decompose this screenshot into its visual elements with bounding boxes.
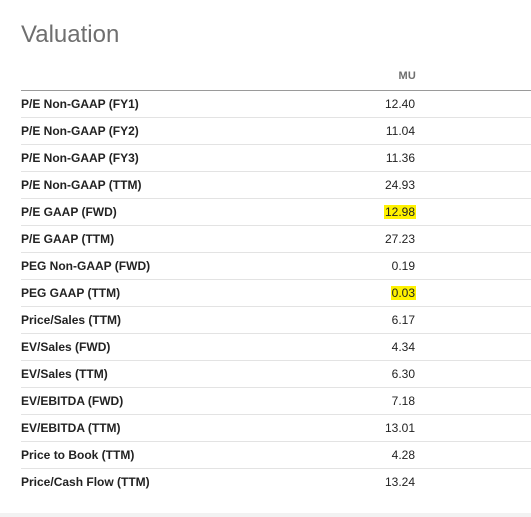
metric-label: P/E Non-GAAP (FY1) — [21, 97, 139, 111]
table-row: P/E Non-GAAP (TTM) 24.93 — [21, 172, 531, 199]
metric-value: 13.24 — [384, 475, 415, 489]
metric-value: 12.40 — [384, 97, 415, 111]
metric-value: 4.34 — [391, 340, 415, 354]
metric-label: P/E GAAP (FWD) — [21, 205, 117, 219]
table-row: Price/Cash Flow (TTM) 13.24 — [21, 469, 531, 495]
metric-value: 4.28 — [391, 448, 415, 462]
metric-label: Price to Book (TTM) — [21, 448, 135, 462]
table-row: P/E GAAP (TTM) 27.23 — [21, 226, 531, 253]
table-row: Price to Book (TTM) 4.28 — [21, 442, 531, 469]
metric-label: P/E Non-GAAP (FY2) — [21, 124, 139, 138]
metric-label: P/E Non-GAAP (FY3) — [21, 151, 139, 165]
table-row: P/E Non-GAAP (FY1) 12.40 — [21, 91, 531, 118]
valuation-table: MU P/E Non-GAAP (FY1) 12.40 P/E Non-GAAP… — [21, 66, 531, 495]
table-row: P/E GAAP (FWD) 12.98 — [21, 199, 531, 226]
table-row: PEG GAAP (TTM) 0.03 — [21, 280, 531, 307]
table-row: P/E Non-GAAP (FY2) 11.04 — [21, 118, 531, 145]
metric-value: 7.18 — [391, 394, 415, 408]
metric-label: EV/Sales (FWD) — [21, 340, 111, 354]
metric-label: EV/EBITDA (FWD) — [21, 394, 124, 408]
metric-label: P/E GAAP (TTM) — [21, 232, 115, 246]
metric-label: Price/Sales (TTM) — [21, 313, 122, 327]
table-row: Price/Sales (TTM) 6.17 — [21, 307, 531, 334]
metric-label: P/E Non-GAAP (TTM) — [21, 178, 142, 192]
table-row: P/E Non-GAAP (FY3) 11.36 — [21, 145, 531, 172]
metric-value: 11.04 — [385, 124, 415, 138]
metric-value: 11.36 — [385, 151, 415, 165]
table-row: EV/Sales (TTM) 6.30 — [21, 361, 531, 388]
table-row: EV/EBITDA (FWD) 7.18 — [21, 388, 531, 415]
table-row: EV/EBITDA (TTM) 13.01 — [21, 415, 531, 442]
table-header: MU — [21, 66, 531, 91]
column-header-ticker: MU — [398, 70, 416, 82]
metric-label: EV/EBITDA (TTM) — [21, 421, 121, 435]
metric-label: Price/Cash Flow (TTM) — [21, 475, 150, 489]
metric-value: 6.17 — [391, 313, 415, 327]
metric-value: 24.93 — [384, 178, 415, 192]
metric-value-highlighted: 12.98 — [383, 205, 416, 219]
metric-value: 27.23 — [384, 232, 415, 246]
page-title: Valuation — [21, 21, 120, 48]
table-row: PEG Non-GAAP (FWD) 0.19 — [21, 253, 531, 280]
metric-value: 0.19 — [391, 259, 415, 273]
bottom-divider — [0, 513, 531, 517]
metric-value: 13.01 — [384, 421, 415, 435]
metric-label: PEG Non-GAAP (FWD) — [21, 259, 151, 273]
metric-value-highlighted: 0.03 — [390, 286, 416, 300]
metric-value: 6.30 — [391, 367, 415, 381]
metric-label: PEG GAAP (TTM) — [21, 286, 121, 300]
metric-label: EV/Sales (TTM) — [21, 367, 108, 381]
table-row: EV/Sales (FWD) 4.34 — [21, 334, 531, 361]
